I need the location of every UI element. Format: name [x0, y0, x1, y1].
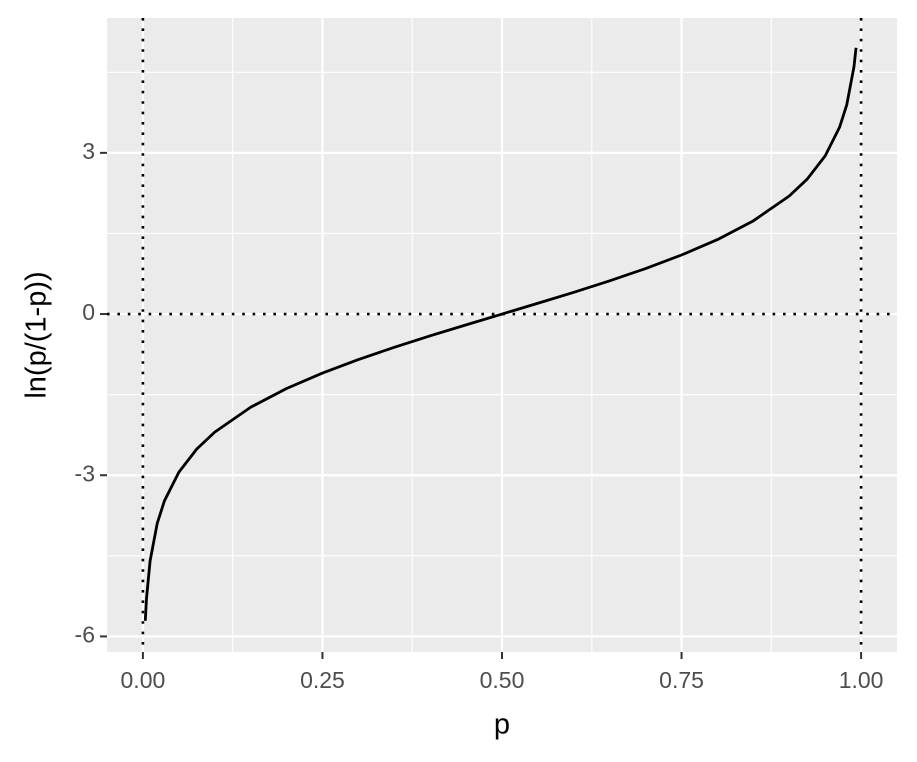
x-tick-label: 1.00	[839, 667, 884, 693]
y-tick-label: 0	[82, 299, 95, 325]
y-axis-title: ln(p/(1-p))	[21, 271, 53, 398]
line-series	[143, 47, 858, 621]
x-tick-label: 0.50	[480, 667, 525, 693]
x-axis-title: p	[494, 709, 510, 741]
x-tick-label: 0.25	[300, 667, 345, 693]
x-tick-label: 0.75	[659, 667, 704, 693]
y-tick-label: -6	[75, 621, 95, 647]
x-tick-label: 0.00	[121, 667, 166, 693]
y-tick-label: -3	[75, 460, 95, 486]
y-tick-label: 3	[82, 138, 95, 164]
